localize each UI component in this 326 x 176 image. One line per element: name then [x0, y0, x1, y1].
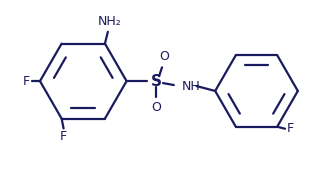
Text: F: F — [287, 122, 294, 135]
Text: F: F — [23, 75, 30, 88]
Text: O: O — [159, 50, 169, 63]
Text: NH₂: NH₂ — [98, 15, 122, 28]
Text: NH: NH — [182, 80, 200, 93]
Text: S: S — [151, 74, 162, 89]
Text: O: O — [151, 101, 161, 114]
Text: F: F — [60, 130, 67, 143]
